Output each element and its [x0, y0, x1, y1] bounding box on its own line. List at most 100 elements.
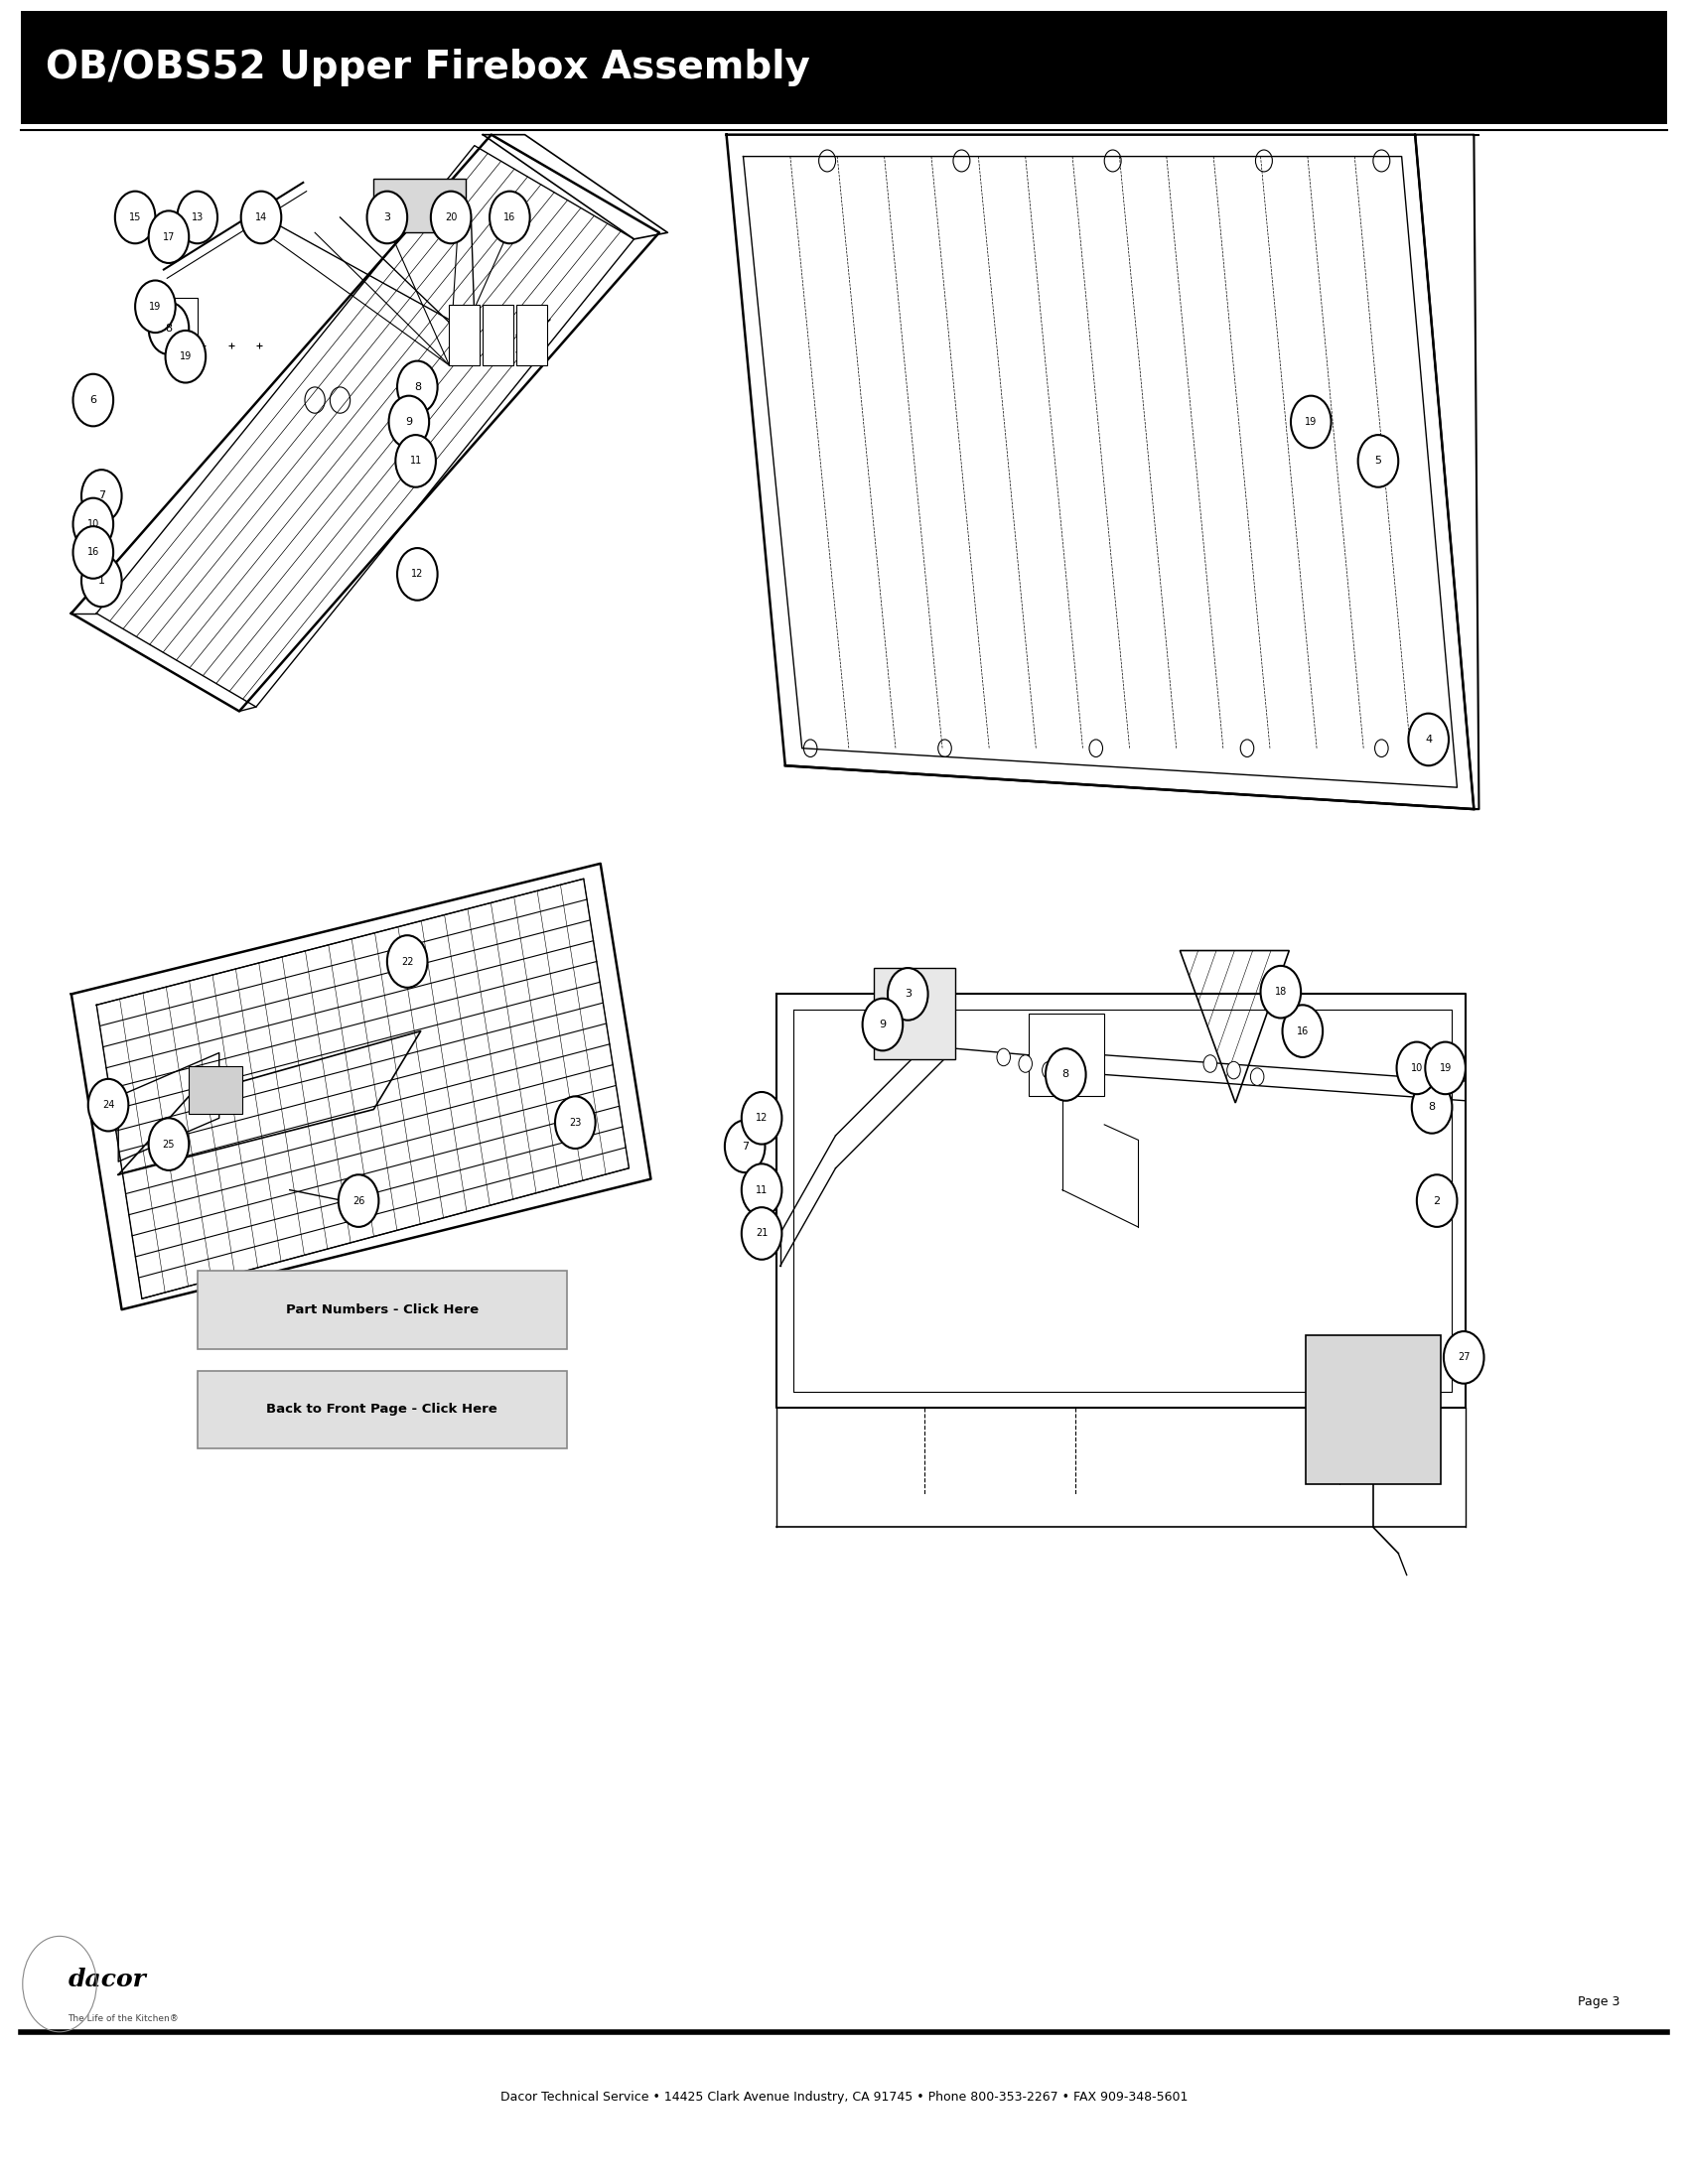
Circle shape: [395, 435, 436, 487]
Circle shape: [490, 192, 530, 242]
FancyBboxPatch shape: [197, 1271, 567, 1350]
FancyBboxPatch shape: [517, 304, 547, 365]
Circle shape: [430, 192, 471, 242]
Circle shape: [1416, 1175, 1457, 1227]
Circle shape: [397, 548, 437, 601]
Circle shape: [1018, 1055, 1031, 1072]
Text: Dacor Technical Service • 14425 Clark Avenue Industry, CA 91745 • Phone 800-353-: Dacor Technical Service • 14425 Clark Av…: [500, 2090, 1188, 2103]
Text: 7: 7: [98, 491, 105, 500]
Text: 20: 20: [446, 212, 457, 223]
Circle shape: [741, 1208, 782, 1260]
Text: 19: 19: [179, 352, 192, 363]
Text: 16: 16: [88, 548, 100, 557]
Text: 25: 25: [162, 1140, 176, 1149]
Text: 3: 3: [905, 989, 912, 998]
Circle shape: [388, 395, 429, 448]
FancyBboxPatch shape: [20, 11, 1668, 124]
Text: 1: 1: [98, 577, 105, 585]
Circle shape: [888, 968, 928, 1020]
Text: dacor: dacor: [68, 1968, 147, 1992]
Text: 27: 27: [1458, 1352, 1470, 1363]
Text: 10: 10: [88, 520, 100, 529]
Circle shape: [88, 1079, 128, 1131]
Circle shape: [724, 1120, 765, 1173]
Text: 19: 19: [1440, 1064, 1452, 1072]
Text: 23: 23: [569, 1118, 581, 1127]
Circle shape: [241, 192, 282, 242]
Circle shape: [1045, 1048, 1085, 1101]
Circle shape: [387, 935, 427, 987]
Circle shape: [73, 526, 113, 579]
Text: 8: 8: [165, 323, 172, 334]
Text: 5: 5: [1374, 456, 1381, 465]
Circle shape: [1283, 1005, 1323, 1057]
Text: 15: 15: [128, 212, 142, 223]
Text: Page 3: Page 3: [1578, 1994, 1620, 2007]
FancyBboxPatch shape: [160, 297, 197, 345]
Circle shape: [1204, 1055, 1217, 1072]
Circle shape: [149, 212, 189, 262]
Circle shape: [149, 1118, 189, 1171]
Text: 8: 8: [1428, 1103, 1435, 1112]
Circle shape: [1408, 714, 1448, 767]
Circle shape: [165, 330, 206, 382]
Text: 16: 16: [503, 212, 517, 223]
Text: 8: 8: [414, 382, 420, 393]
Circle shape: [73, 498, 113, 550]
Circle shape: [1411, 1081, 1452, 1133]
Text: 9: 9: [879, 1020, 886, 1029]
Text: 14: 14: [255, 212, 267, 223]
Circle shape: [1357, 435, 1398, 487]
Text: 24: 24: [103, 1101, 115, 1109]
Circle shape: [1041, 1061, 1055, 1079]
Circle shape: [338, 1175, 378, 1227]
Circle shape: [998, 1048, 1011, 1066]
Text: 19: 19: [149, 301, 162, 312]
Text: 8: 8: [1062, 1070, 1069, 1079]
Text: 3: 3: [383, 212, 390, 223]
Circle shape: [81, 555, 122, 607]
Circle shape: [81, 470, 122, 522]
Circle shape: [1261, 965, 1301, 1018]
Text: 11: 11: [410, 456, 422, 465]
Circle shape: [177, 192, 218, 242]
Circle shape: [741, 1092, 782, 1144]
FancyBboxPatch shape: [189, 1066, 243, 1114]
Text: 18: 18: [1274, 987, 1286, 996]
FancyBboxPatch shape: [1028, 1013, 1104, 1096]
FancyBboxPatch shape: [1307, 1337, 1440, 1483]
Circle shape: [1396, 1042, 1436, 1094]
Circle shape: [73, 373, 113, 426]
Text: 4: 4: [1425, 734, 1431, 745]
Circle shape: [1251, 1068, 1264, 1085]
Text: 12: 12: [412, 570, 424, 579]
Text: Back to Front Page - Click Here: Back to Front Page - Click Here: [267, 1402, 498, 1415]
Text: 17: 17: [162, 232, 176, 242]
Circle shape: [1443, 1332, 1484, 1382]
Text: 13: 13: [191, 212, 203, 223]
Circle shape: [397, 360, 437, 413]
Text: 12: 12: [756, 1114, 768, 1123]
Circle shape: [555, 1096, 596, 1149]
Text: The Life of the Kitchen®: The Life of the Kitchen®: [68, 2014, 179, 2022]
Circle shape: [1425, 1042, 1465, 1094]
FancyBboxPatch shape: [874, 968, 955, 1059]
FancyBboxPatch shape: [449, 304, 479, 365]
Text: 10: 10: [1411, 1064, 1423, 1072]
Circle shape: [1291, 395, 1332, 448]
Circle shape: [135, 280, 176, 332]
Text: 22: 22: [402, 957, 414, 968]
Circle shape: [863, 998, 903, 1051]
Text: 7: 7: [741, 1142, 748, 1151]
Text: 11: 11: [756, 1186, 768, 1195]
Circle shape: [741, 1164, 782, 1216]
Text: 19: 19: [1305, 417, 1317, 426]
Circle shape: [115, 192, 155, 242]
Text: 2: 2: [1433, 1197, 1440, 1206]
FancyBboxPatch shape: [483, 304, 513, 365]
Circle shape: [1227, 1061, 1241, 1079]
Text: 21: 21: [756, 1227, 768, 1238]
Text: 26: 26: [353, 1197, 365, 1206]
Text: OB/OBS52 Upper Firebox Assembly: OB/OBS52 Upper Firebox Assembly: [46, 48, 810, 85]
Circle shape: [149, 301, 189, 354]
